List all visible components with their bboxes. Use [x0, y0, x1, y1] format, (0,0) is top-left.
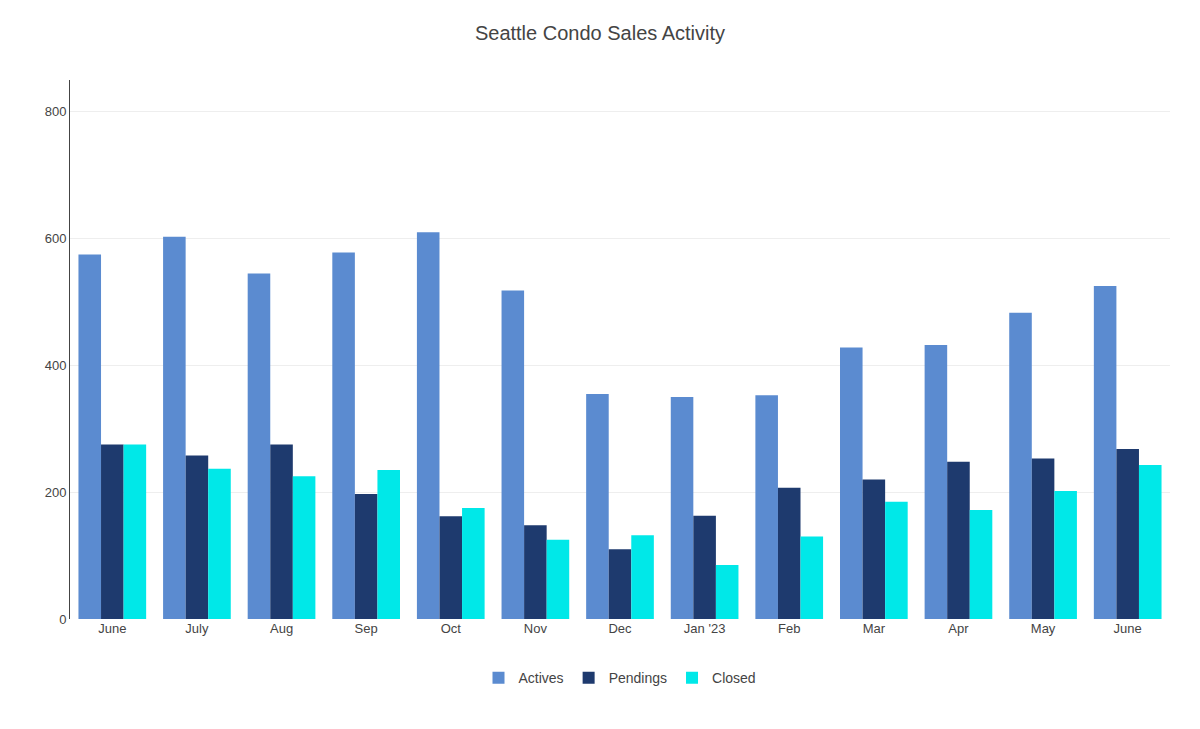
svg-text:June: June	[98, 621, 126, 636]
svg-text:May: May	[1031, 621, 1056, 636]
svg-text:Oct: Oct	[441, 621, 462, 636]
svg-text:July: July	[185, 621, 209, 636]
svg-text:200: 200	[45, 485, 67, 500]
svg-text:Actives: Actives	[519, 670, 564, 686]
svg-text:Aug: Aug	[270, 621, 293, 636]
svg-text:Sep: Sep	[355, 621, 378, 636]
svg-text:400: 400	[45, 358, 67, 373]
svg-text:0: 0	[59, 612, 66, 627]
svg-text:Mar: Mar	[863, 621, 886, 636]
svg-text:Seattle Condo Sales Activity: Seattle Condo Sales Activity	[475, 22, 725, 44]
svg-text:Apr: Apr	[948, 621, 969, 636]
svg-text:800: 800	[45, 104, 67, 119]
svg-text:Pendings: Pendings	[609, 670, 667, 686]
svg-text:600: 600	[45, 231, 67, 246]
svg-text:June: June	[1114, 621, 1142, 636]
svg-text:Jan '23: Jan '23	[684, 621, 726, 636]
svg-text:Closed: Closed	[712, 670, 756, 686]
svg-text:Dec: Dec	[608, 621, 632, 636]
svg-text:Feb: Feb	[778, 621, 800, 636]
svg-text:Nov: Nov	[524, 621, 548, 636]
